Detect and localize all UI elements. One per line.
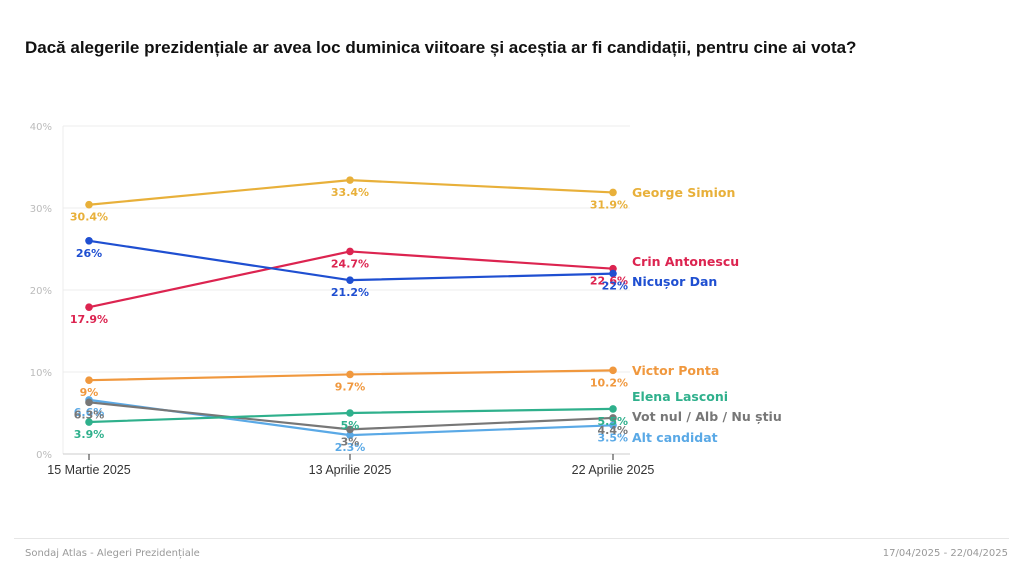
data-label: 4.4% [597,424,628,437]
data-label: 9.7% [335,380,366,393]
line-chart: 0% 10% 20% 30% 40% 15 Martie 2025 13 Aprilie 2… [30,122,782,477]
x-tick-label: 13 Aprilie 2025 [309,463,392,477]
data-label: 33.4% [331,186,369,199]
footer-source: Sondaj Atlas - Alegeri Prezidențiale [25,548,200,559]
data-label: 31.9% [590,198,628,211]
y-tick-label: 20% [30,286,52,297]
data-label: 5% [341,419,360,432]
series-points [85,176,617,439]
data-point [85,303,93,312]
data-point [85,200,93,209]
x-tick-label: 22 Aprilie 2025 [572,463,655,477]
data-point [346,425,354,434]
data-point [346,176,354,184]
data-label: 3% [341,435,360,448]
data-point [609,188,617,197]
data-label: 24.7% [331,257,369,270]
data-label: 5.5% [597,415,628,428]
y-tick-label: 40% [30,122,52,133]
y-tick-label: 30% [30,204,52,215]
value-labels: 6.6% 2.3% 3.5% 6.3% 3% 4.4% 3.9% 5% 5.5% 9% 9.7% 10… [70,186,628,454]
data-label: 26% [76,247,102,260]
data-point [609,405,617,413]
data-point [346,276,354,284]
data-label: 17.9% [70,313,108,326]
y-tick-label: 10% [30,368,52,379]
data-label: 9% [80,386,99,399]
data-point [609,269,617,278]
footer-date-range: 17/04/2025 - 22/04/2025 [882,548,1008,559]
data-label: 3.9% [74,428,105,441]
data-label: 21.2% [331,286,369,299]
data-point [85,376,93,385]
data-label: 22% [602,280,628,293]
series-name-label: Nicușor Dan [632,274,717,289]
data-point [609,414,617,422]
data-label: 30.4% [70,211,108,224]
series-name-label: Crin Antonescu [632,254,739,269]
data-point [346,370,354,379]
data-point [346,431,354,439]
data-label: 3.5% [597,431,628,444]
series-lines [88,179,614,437]
series-name-labels: Alt candidat Vot nul / Alb / Nu știu Elena… [632,185,782,445]
data-point [609,421,617,430]
data-point [85,237,93,245]
series-name-label: George Simion [632,185,735,200]
series-name-label: Alt candidat [632,430,718,445]
y-tick-label: 0% [36,450,52,461]
data-label: 6.6% [74,406,105,419]
x-tick-label: 15 Martie 2025 [47,463,130,477]
footer-divider [14,538,1009,539]
data-label: 22.6% [590,275,628,288]
data-label: 6.3% [74,408,105,421]
data-point [85,398,93,407]
data-label: 2.3% [335,441,366,454]
series-name-label: Elena Lasconi [632,389,728,404]
data-point [85,418,93,426]
data-label: 10.2% [590,376,628,389]
chart-title: Dacă alegerile prezidențiale ar avea loc… [25,38,857,57]
data-point [609,366,617,375]
series-name-label: Vot nul / Alb / Nu știu [632,409,782,424]
series-name-label: Victor Ponta [632,363,719,378]
data-point [346,247,354,256]
axes: 0% 10% 20% 30% 40% 15 Martie 2025 13 Aprilie 2… [30,122,655,477]
data-point [346,409,354,417]
